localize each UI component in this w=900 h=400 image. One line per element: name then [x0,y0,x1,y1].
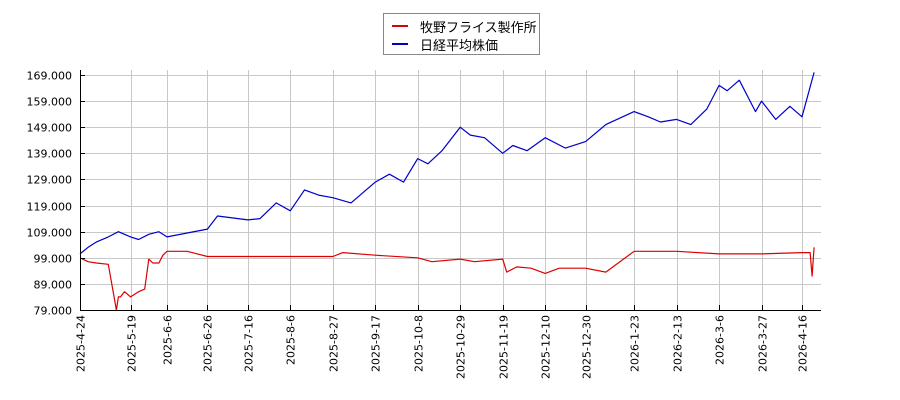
x-tick-label: 2025-8-6 [285,315,298,365]
legend-label-nikkei: 日経平均株価 [420,38,499,54]
y-tick-label: 109.000 [27,227,73,240]
series-lines [79,72,815,311]
x-tick-label: 2025-6-26 [202,315,215,372]
y-axis-ticks: 79.000 89.000 99.000 109.000 119.000 129.000 1… [27,70,73,318]
legend: 牧野フライス製作所 日経平均株価 [383,13,540,55]
x-tick-label: 2025-9-17 [370,315,383,372]
x-tick-label: 2026-3-6 [714,315,727,365]
x-tick-label: 2025-11-19 [498,315,511,379]
legend-item-nikkei: 日経平均株価 [392,35,499,54]
y-tick-label: 99.000 [34,253,73,266]
y-tick-label: 119.000 [27,201,73,214]
x-tick-label: 2026-1-23 [629,315,642,372]
y-tick-label: 139.000 [27,148,73,161]
x-tick-label: 2025-10-29 [455,315,468,379]
x-tick-label: 2026-2-13 [672,315,685,372]
x-tick-label: 2025-5-19 [126,315,139,372]
legend-item-makino: 牧野フライス製作所 [392,17,537,36]
x-tick-label: 2025-12-30 [581,315,594,379]
x-tick-label: 2026-3-27 [757,315,770,372]
y-tick-label: 89.000 [34,279,73,292]
makino-line [79,247,815,311]
x-tick-label: 2025-7-16 [243,315,256,372]
legend-label-makino: 牧野フライス製作所 [420,20,537,36]
x-tick-label: 2025-12-10 [540,315,553,379]
y-tick-label: 129.000 [27,174,73,187]
legend-swatch-blue [392,43,408,45]
x-tick-label: 2025-6-6 [162,315,175,365]
legend-swatch-red [392,25,408,27]
x-tick-label: 2026-4-16 [797,315,810,372]
grid-lines [80,70,821,311]
axes [80,70,821,311]
y-tick-label: 79.000 [34,305,73,318]
x-axis-ticks: 2025-4-24 2025-5-19 2025-6-6 2025-6-26 2025-… [75,315,810,379]
x-tick-label: 2025-4-24 [75,315,88,372]
nikkei-line [79,72,815,255]
y-tick-label: 159.000 [27,96,73,109]
x-tick-label: 2025-10-8 [413,315,426,372]
y-tick-label: 149.000 [27,122,73,135]
x-tick-label: 2025-8-27 [328,315,341,372]
y-tick-label: 169.000 [27,70,73,83]
